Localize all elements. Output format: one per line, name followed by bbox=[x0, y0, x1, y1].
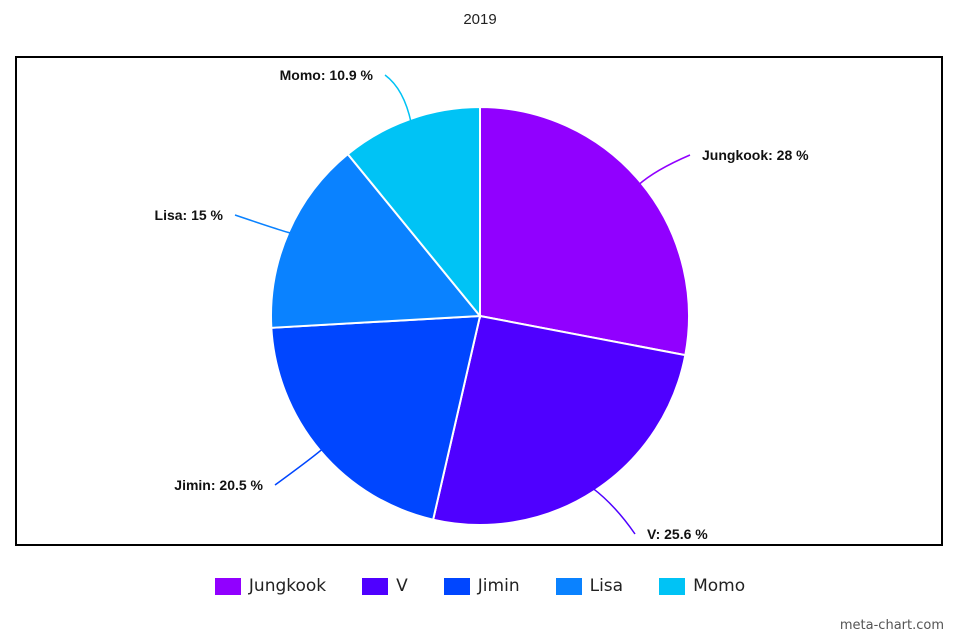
leader-line-v bbox=[591, 487, 636, 535]
leader-line-jimin bbox=[274, 447, 324, 486]
legend-item-jimin[interactable]: Jimin bbox=[443, 576, 520, 596]
pie-slice-jungkook[interactable] bbox=[479, 105, 690, 357]
leader-line-momo bbox=[384, 74, 412, 124]
data-label-lisa: Lisa: 15 % bbox=[155, 207, 224, 223]
legend-label-lisa: Lisa bbox=[589, 576, 624, 596]
legend-label-jimin: Jimin bbox=[477, 576, 520, 596]
data-label-momo: Momo: 10.9 % bbox=[280, 67, 374, 83]
legend-label-momo: Momo bbox=[693, 576, 746, 596]
legend-swatch-jungkook bbox=[214, 577, 241, 595]
legend-item-momo[interactable]: Momo bbox=[659, 576, 745, 596]
pie-chart: Jungkook: 28 % V: 25.6 % Jimin: 20.5 % Lisa… bbox=[155, 67, 810, 542]
leader-line-jungkook bbox=[637, 154, 691, 186]
data-label-jungkook: Jungkook: 28 % bbox=[702, 147, 809, 163]
chart-title: 2019 bbox=[463, 11, 497, 28]
legend: Jungkook V Jimin Lisa Momo bbox=[0, 576, 960, 596]
watermark: meta-chart.com bbox=[839, 618, 944, 633]
data-label-v: V: 25.6 % bbox=[647, 526, 708, 542]
legend-item-v[interactable]: V bbox=[362, 576, 408, 596]
pie-slice-v[interactable] bbox=[431, 314, 687, 526]
legend-swatch-v bbox=[362, 577, 389, 595]
leader-line-lisa bbox=[234, 214, 293, 235]
plot-frame bbox=[15, 56, 943, 546]
legend-label-v: V bbox=[396, 576, 408, 596]
legend-swatch-momo bbox=[659, 577, 686, 595]
legend-swatch-lisa bbox=[555, 577, 582, 595]
legend-item-lisa[interactable]: Lisa bbox=[555, 576, 624, 596]
legend-label-jungkook: Jungkook bbox=[248, 576, 327, 596]
legend-item-jungkook[interactable]: Jungkook bbox=[214, 576, 327, 596]
data-label-jimin: Jimin: 20.5 % bbox=[174, 477, 263, 493]
legend-swatch-jimin bbox=[443, 577, 470, 595]
